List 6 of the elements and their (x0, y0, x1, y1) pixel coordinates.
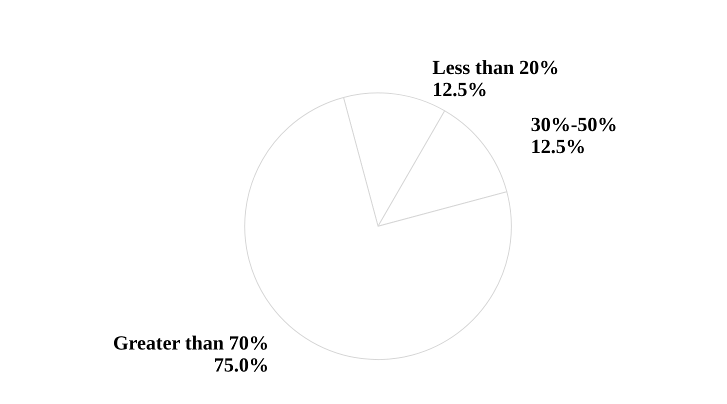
slice-label: 30%-50% (530, 114, 618, 136)
slice-label: Greater than 70% (112, 332, 269, 355)
data-label: 75.0% (214, 354, 269, 377)
slice-label: Less than 20% (432, 57, 560, 80)
data-label: 12.5% (432, 79, 488, 102)
data-label: 12.5% (530, 136, 586, 158)
